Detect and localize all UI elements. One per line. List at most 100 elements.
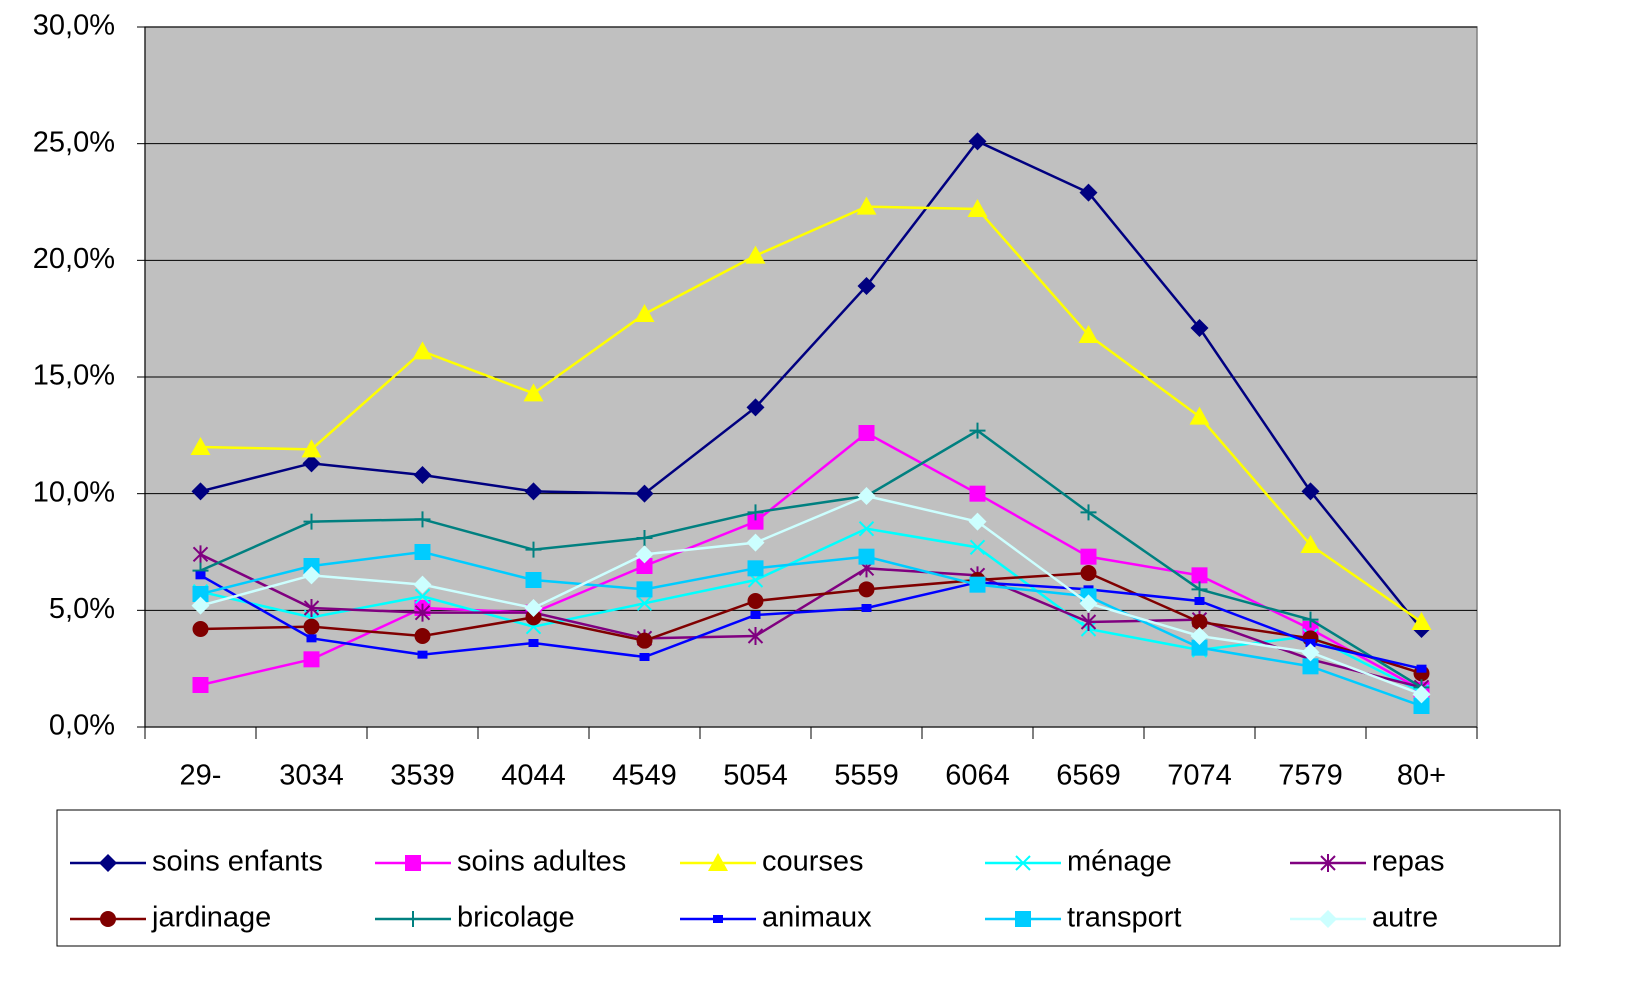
marker — [192, 677, 209, 693]
marker — [1302, 611, 1319, 628]
legend-marker — [405, 911, 421, 927]
marker — [969, 539, 986, 556]
legend-marker — [100, 911, 116, 927]
marker — [414, 511, 431, 528]
marker — [636, 595, 653, 612]
marker — [635, 545, 654, 564]
legend-label: animaux — [762, 902, 872, 934]
marker — [303, 618, 320, 635]
marker — [1189, 406, 1210, 425]
x-tick-label: 6569 — [1056, 760, 1121, 792]
marker — [858, 548, 875, 565]
marker — [857, 277, 876, 295]
marker — [414, 544, 431, 560]
marker — [856, 196, 877, 215]
marker — [1080, 613, 1097, 631]
marker — [636, 581, 653, 598]
series-line — [199, 553, 1422, 689]
marker — [528, 639, 539, 647]
legend-marker — [1015, 855, 1031, 871]
legend-label: autre — [1372, 902, 1438, 934]
x-tick-label: 29- — [180, 760, 222, 792]
legend-label: ménage — [1067, 846, 1172, 878]
x-tick-label: 3539 — [390, 760, 455, 792]
marker — [969, 576, 986, 593]
x-tick-label: 5559 — [834, 760, 899, 792]
legend-marker — [708, 853, 728, 871]
marker — [1412, 685, 1431, 704]
series-line — [200, 571, 1422, 675]
series-line — [199, 429, 1423, 689]
marker — [301, 439, 322, 458]
marker — [1191, 614, 1208, 630]
marker — [1411, 612, 1432, 630]
marker — [746, 533, 765, 552]
marker — [524, 599, 543, 617]
marker — [747, 513, 764, 530]
series-line — [200, 139, 1423, 630]
marker — [192, 586, 209, 602]
marker — [414, 603, 431, 622]
legend-label: courses — [762, 846, 864, 878]
x-tick-label: 3034 — [279, 760, 344, 792]
x-tick-label: 4549 — [612, 760, 677, 792]
marker — [191, 482, 210, 501]
marker — [747, 504, 764, 521]
marker — [635, 484, 654, 503]
marker — [1191, 567, 1208, 584]
legend-marker — [1320, 854, 1336, 872]
marker — [858, 581, 875, 598]
x-tick-label: 7579 — [1278, 760, 1343, 792]
legend-marker — [1015, 911, 1031, 927]
marker — [1301, 643, 1320, 662]
marker — [636, 632, 653, 649]
marker — [302, 454, 321, 473]
marker — [303, 558, 320, 574]
marker — [303, 599, 320, 617]
marker — [525, 572, 542, 588]
y-tick-label: 30,0% — [33, 10, 115, 42]
marker — [858, 425, 875, 441]
marker — [1080, 565, 1097, 581]
marker — [191, 596, 210, 615]
marker — [746, 398, 765, 417]
marker — [634, 304, 655, 322]
legend-marker — [405, 855, 421, 871]
legend-marker — [99, 854, 117, 872]
x-tick-label: 80+ — [1397, 760, 1446, 792]
marker — [1305, 639, 1316, 647]
marker — [525, 541, 542, 558]
marker — [1079, 183, 1098, 202]
marker — [968, 132, 987, 151]
legend-label: soins enfants — [152, 846, 323, 878]
marker — [413, 466, 432, 484]
marker — [414, 588, 431, 605]
marker — [861, 604, 872, 612]
series-line — [200, 527, 1423, 694]
marker — [968, 512, 987, 531]
marker — [1080, 548, 1097, 565]
marker — [639, 653, 650, 661]
legend-label: bricolage — [457, 902, 575, 934]
marker — [636, 558, 653, 574]
marker — [417, 650, 428, 659]
marker — [747, 627, 764, 645]
marker — [1080, 504, 1097, 521]
marker — [306, 634, 317, 643]
marker — [967, 199, 988, 217]
marker — [303, 513, 320, 530]
x-tick-label: 4044 — [501, 760, 566, 792]
x-tick-label: 7074 — [1167, 760, 1232, 792]
marker — [1301, 482, 1320, 501]
marker — [1190, 319, 1209, 337]
marker — [1194, 597, 1205, 605]
marker — [745, 245, 766, 264]
y-tick-label: 5,0% — [49, 593, 115, 625]
marker — [750, 611, 761, 619]
legend-label: transport — [1067, 902, 1181, 934]
legend-label: jardinage — [151, 902, 271, 934]
y-tick-label: 10,0% — [33, 476, 115, 508]
marker — [190, 437, 211, 455]
marker — [1078, 325, 1099, 343]
legend-marker — [713, 915, 723, 923]
